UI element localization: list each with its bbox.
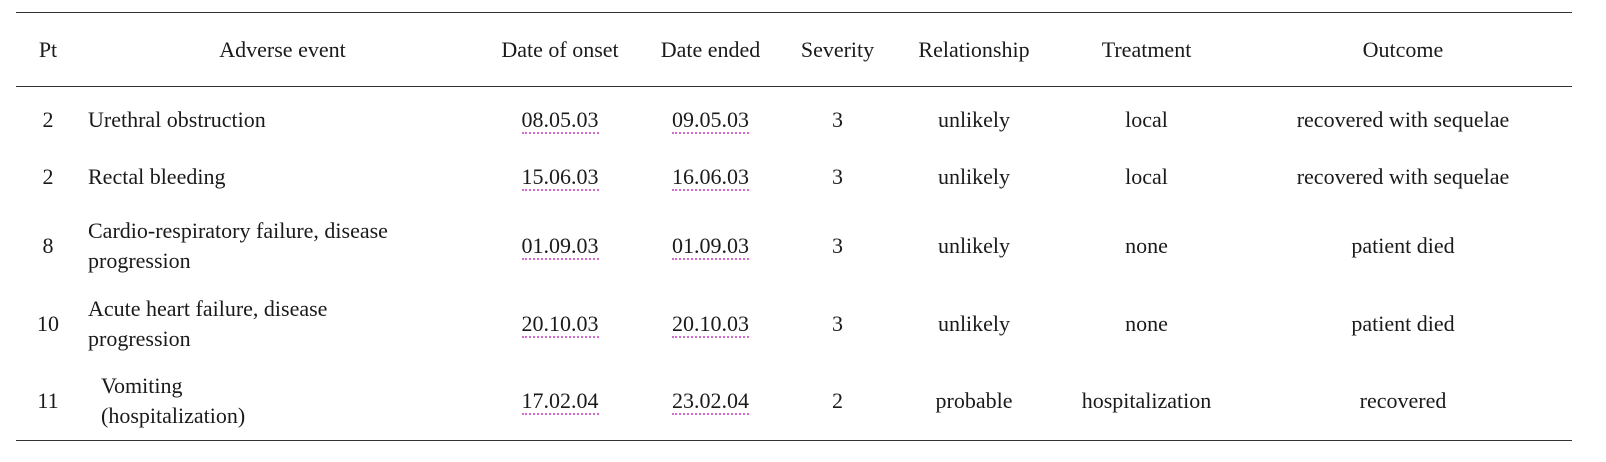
cell-outcome: recovered with sequelae: [1296, 106, 1510, 132]
onset-date: 17.02.04: [521, 388, 599, 416]
cell-severity: 3: [832, 163, 843, 189]
cell-treatment: hospitalization: [1081, 388, 1212, 414]
onset-date: 15.06.03: [521, 163, 599, 191]
header-pt: Pt: [38, 36, 58, 62]
cell-date-ended: 09.05.03: [635, 87, 786, 147]
cell-date-of-onset: 15.06.03: [485, 147, 635, 207]
cell-relationship: unlikely: [937, 232, 1011, 258]
ended-date: 16.06.03: [672, 163, 749, 191]
event-line: Vomiting: [101, 373, 183, 399]
cell-outcome: recovered: [1359, 388, 1447, 414]
onset-date: 08.05.03: [521, 106, 599, 134]
header-row: Pt Adverse event Date of onset Date ende…: [16, 12, 1572, 87]
cell-outcome: patient died: [1351, 232, 1455, 258]
cell-pt: 10: [37, 310, 59, 336]
cell-treatment: none: [1125, 310, 1168, 336]
cell-pt: 2: [42, 163, 54, 189]
table-row: 2 Urethral obstruction 08.05.03 09.05.03…: [16, 87, 1572, 147]
cell-date-of-onset: 08.05.03: [485, 87, 635, 147]
header-outcome: Outcome: [1362, 36, 1444, 62]
cell-date-of-onset: 01.09.03: [485, 207, 635, 285]
ended-date: 09.05.03: [672, 106, 749, 134]
header-relationship: Relationship: [918, 36, 1030, 62]
onset-date: 01.09.03: [521, 232, 599, 260]
cell-date-ended: 01.09.03: [635, 207, 786, 285]
header-severity: Severity: [800, 36, 875, 62]
cell-relationship: unlikely: [937, 310, 1011, 336]
event-line: Acute heart failure, disease: [88, 295, 328, 321]
cell-treatment: local: [1125, 163, 1168, 189]
table-row: 10 Acute heart failure, disease progress…: [16, 285, 1572, 363]
event-line: progression: [88, 247, 191, 273]
cell-adverse-event: Vomiting (hospitalization): [80, 363, 485, 441]
cell-pt: 2: [42, 106, 54, 132]
cell-date-ended: 20.10.03: [635, 285, 786, 363]
header-date-ended: Date ended: [660, 36, 761, 62]
cell-adverse-event: Urethral obstruction: [80, 87, 485, 147]
cell-severity: 2: [832, 388, 843, 414]
table-row: 2 Rectal bleeding 15.06.03 16.06.03 3 un…: [16, 147, 1572, 207]
cell-date-ended: 16.06.03: [635, 147, 786, 207]
cell-outcome: patient died: [1351, 310, 1455, 336]
header-adverse-event: Adverse event: [219, 36, 346, 62]
cell-relationship: unlikely: [937, 163, 1011, 189]
event-line: (hospitalization): [101, 403, 246, 429]
cell-severity: 3: [832, 232, 843, 258]
event-line: Rectal bleeding: [88, 163, 226, 189]
cell-treatment: none: [1125, 232, 1168, 258]
event-line: Urethral obstruction: [88, 106, 266, 132]
header-treatment: Treatment: [1101, 36, 1192, 62]
cell-date-ended: 23.02.04: [635, 363, 786, 441]
cell-adverse-event: Cardio-respiratory failure, disease prog…: [80, 207, 485, 285]
adverse-events-table-container: Pt Adverse event Date of onset Date ende…: [16, 12, 1572, 441]
ended-date: 20.10.03: [672, 310, 749, 338]
cell-adverse-event: Rectal bleeding: [80, 147, 485, 207]
ended-date: 23.02.04: [672, 388, 749, 416]
cell-pt: 8: [42, 232, 54, 258]
cell-pt: 11: [37, 388, 59, 414]
cell-relationship: probable: [935, 388, 1013, 414]
table-row: 8 Cardio-respiratory failure, disease pr…: [16, 207, 1572, 285]
header-date-of-onset: Date of onset: [501, 36, 619, 62]
adverse-events-table: Pt Adverse event Date of onset Date ende…: [16, 12, 1572, 441]
cell-treatment: local: [1125, 106, 1168, 132]
cell-outcome: recovered with sequelae: [1296, 163, 1510, 189]
event-line: progression: [88, 325, 191, 351]
table-row: 11 Vomiting (hospitalization) 17.02.04 2…: [16, 363, 1572, 441]
ended-date: 01.09.03: [672, 232, 749, 260]
cell-severity: 3: [832, 310, 843, 336]
cell-severity: 3: [832, 106, 843, 132]
event-line: Cardio-respiratory failure, disease: [88, 217, 388, 243]
cell-adverse-event: Acute heart failure, disease progression: [80, 285, 485, 363]
cell-date-of-onset: 20.10.03: [485, 285, 635, 363]
cell-date-of-onset: 17.02.04: [485, 363, 635, 441]
onset-date: 20.10.03: [521, 310, 599, 338]
cell-relationship: unlikely: [937, 106, 1011, 132]
